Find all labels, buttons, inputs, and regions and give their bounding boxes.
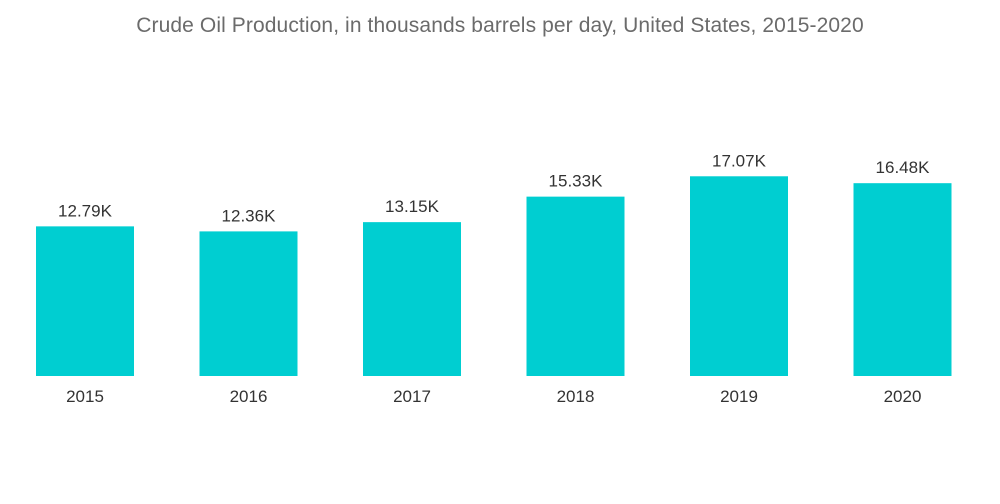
data-label-2018: 15.33K xyxy=(549,172,604,191)
data-label-2015: 12.79K xyxy=(58,201,113,220)
x-tick-2018: 2018 xyxy=(557,387,595,406)
data-label-2020: 16.48K xyxy=(876,158,931,177)
x-tick-2019: 2019 xyxy=(720,387,758,406)
x-tick-2016: 2016 xyxy=(230,387,268,406)
bar-2017 xyxy=(363,222,461,376)
bar-2020 xyxy=(853,183,952,376)
bar-2019 xyxy=(690,176,788,376)
data-labels-layer: 12.79K 12.36K 13.15K 15.33K 17.07K 16.48K xyxy=(58,151,930,225)
bar-2015 xyxy=(36,226,134,376)
chart-title: Crude Oil Production, in thousands barre… xyxy=(136,14,864,37)
data-label-2016: 12.36K xyxy=(222,206,277,225)
x-axis-tick-labels: 2015 2016 2017 2018 2019 2020 xyxy=(66,387,921,406)
data-label-2019: 17.07K xyxy=(712,151,767,170)
x-tick-2017: 2017 xyxy=(393,387,431,406)
bar-2018 xyxy=(526,196,625,376)
x-tick-2015: 2015 xyxy=(66,387,104,406)
data-label-2017: 13.15K xyxy=(385,197,440,216)
bar-2016 xyxy=(199,231,298,376)
bars-layer xyxy=(36,176,952,376)
x-tick-2020: 2020 xyxy=(884,387,922,406)
